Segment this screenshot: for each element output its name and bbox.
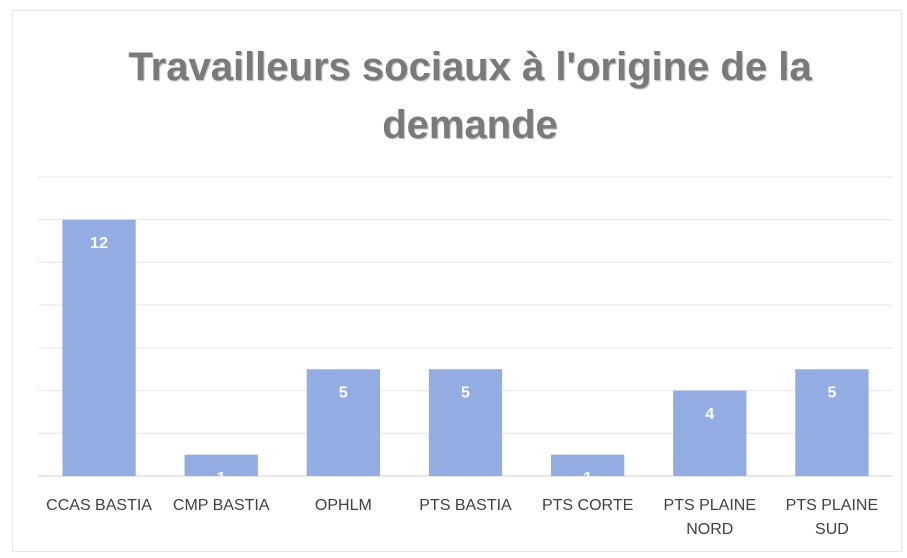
x-tick-label: CCAS BASTIA [46, 497, 152, 514]
data-label: 5 [339, 384, 348, 401]
bar [62, 219, 136, 476]
x-tick-label: OPHLM [314, 497, 372, 514]
data-label: 4 [705, 406, 714, 423]
bar [306, 369, 380, 476]
bar [551, 454, 625, 476]
chart-title: Travailleurs sociaux à l'origine de la d… [128, 45, 812, 147]
data-label: 5 [461, 384, 470, 401]
x-tick-label: PTS PLAINE SUD [785, 497, 879, 538]
data-label: 1 [583, 470, 592, 487]
data-label: 5 [827, 384, 836, 401]
bar [795, 369, 869, 476]
bar [673, 390, 747, 476]
chart-frame [12, 10, 902, 552]
x-tick-label: PTS CORTE [541, 497, 634, 514]
bar [428, 369, 503, 476]
x-tick-label: PTS PLAINE NORD [663, 497, 757, 538]
bar [184, 454, 258, 476]
x-tick-label: CMP BASTIA [172, 497, 270, 514]
x-tick-label: PTS BASTIA [419, 497, 512, 514]
data-label: 1 [217, 470, 226, 487]
data-label: 12 [90, 235, 108, 252]
